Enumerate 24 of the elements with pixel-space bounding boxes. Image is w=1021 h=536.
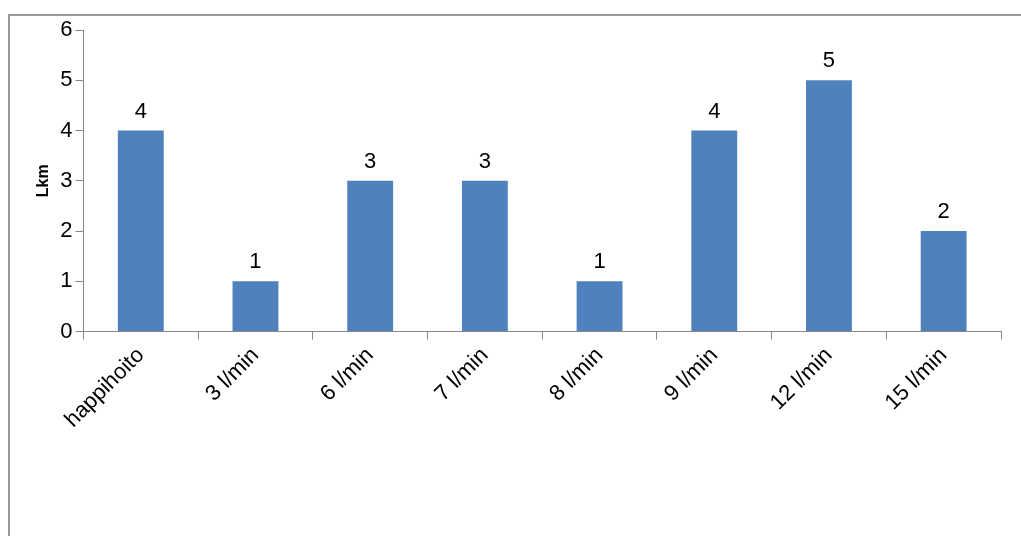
y-tick-label: 2 xyxy=(60,217,73,243)
bar xyxy=(576,281,623,332)
bar xyxy=(347,180,394,332)
data-label: 3 xyxy=(478,147,491,173)
data-label: 4 xyxy=(708,97,721,123)
y-tick-label: 6 xyxy=(60,16,73,42)
data-label: 4 xyxy=(134,97,147,123)
y-tick-label: 3 xyxy=(60,166,73,192)
bar xyxy=(920,231,967,332)
data-label: 1 xyxy=(593,248,606,274)
y-tick-label: 4 xyxy=(60,116,73,142)
data-label: 5 xyxy=(822,47,836,73)
bar xyxy=(461,180,508,332)
y-tick-label: 0 xyxy=(60,317,73,343)
data-label: 1 xyxy=(249,248,262,274)
bar xyxy=(691,130,738,332)
y-tick-label: 1 xyxy=(60,267,73,293)
data-label: 3 xyxy=(364,147,377,173)
bar xyxy=(117,130,164,332)
y-axis-title: Lkm xyxy=(34,164,52,198)
y-tick-label: 5 xyxy=(60,66,73,92)
data-label: 2 xyxy=(937,198,950,224)
bar xyxy=(232,281,279,332)
bar xyxy=(806,80,852,332)
